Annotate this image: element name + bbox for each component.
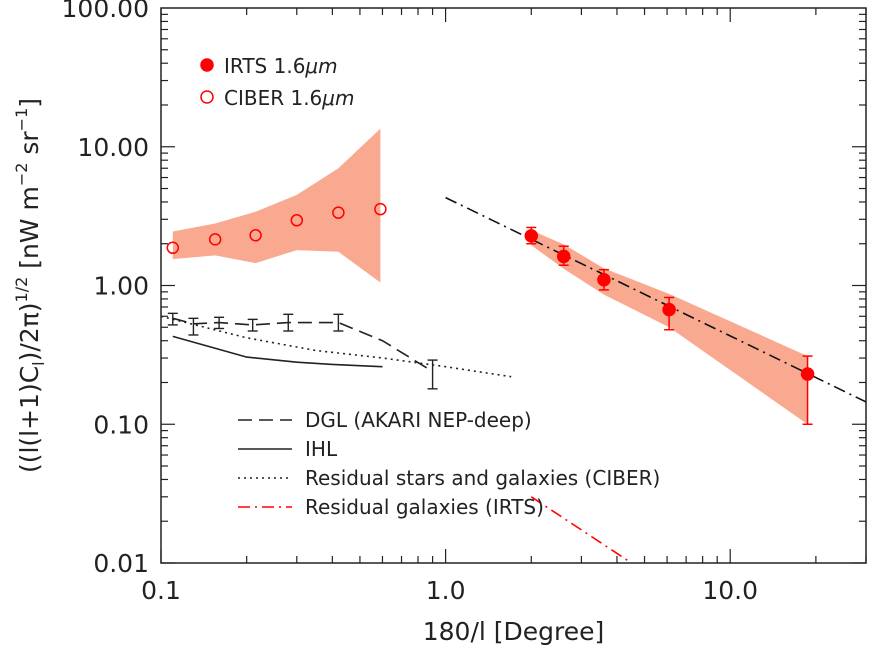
point-ciber-1-6-m xyxy=(332,206,345,219)
x-tick-label: 1.0 xyxy=(426,576,466,605)
ylabel-sup: −1 xyxy=(12,108,31,132)
legend-label: DGL (AKARI NEP-deep) xyxy=(305,408,532,432)
legend-item: IHL xyxy=(238,437,338,461)
legend-item: Residual galaxies (IRTS) xyxy=(238,495,544,519)
line-residual-stars-and-galaxies-ciber- xyxy=(161,315,512,378)
x-tick-label: 0.1 xyxy=(141,576,181,605)
legend-label: CIBER 1.6μm xyxy=(224,86,355,110)
ylabel-part: ((l(l+1)C xyxy=(15,366,44,473)
line-residual-galaxies-irts- xyxy=(530,496,632,563)
x-tick-label: 10.0 xyxy=(702,576,758,605)
ylabel-part: [nW m xyxy=(15,186,44,277)
y-tick-label: 0.10 xyxy=(93,410,149,439)
legend-label-unit: μm xyxy=(321,86,354,110)
errorbar-dgl-akari-nep-deep- xyxy=(283,313,294,332)
errorbar-dgl-akari-nep-deep- xyxy=(333,313,344,332)
line-ihl xyxy=(172,335,383,368)
point-irts-1-6-m xyxy=(597,273,611,287)
errorbar-dgl-akari-nep-deep- xyxy=(214,316,225,330)
band-ciber-band xyxy=(172,128,381,283)
point-irts-1-6-m xyxy=(662,302,676,317)
legend-label-text: IRTS 1.6 xyxy=(224,54,305,78)
ylabel-sub: l xyxy=(29,361,48,365)
open-circle-icon xyxy=(200,90,214,104)
y-tick-label: 100.00 xyxy=(62,0,149,23)
legend-label: Residual galaxies (IRTS) xyxy=(305,495,544,519)
point-irts-1-6-m xyxy=(800,367,815,381)
legend-label: Residual stars and galaxies (CIBER) xyxy=(305,466,660,490)
y-tick-label: 10.00 xyxy=(77,133,149,162)
filled-circle-icon xyxy=(200,58,214,72)
legend-item: Residual stars and galaxies (CIBER) xyxy=(238,466,660,490)
legend-label: IRTS 1.6μm xyxy=(224,54,338,78)
errorbar-dgl-akari-nep-deep- xyxy=(188,317,199,336)
y-axis-label: ((l(l+1)Cl)/2π)1/2 [nW m−2 sr−1] xyxy=(12,98,48,473)
point-ciber-1-6-m xyxy=(249,229,262,242)
legend-item: DGL (AKARI NEP-deep) xyxy=(238,408,532,432)
legend-label-unit: μm xyxy=(304,54,337,78)
ylabel-sup: 1/2 xyxy=(12,277,31,303)
legend-item: IRTS 1.6μm xyxy=(200,54,338,78)
ylabel-sup: −2 xyxy=(12,163,31,187)
legend-label-text: CIBER 1.6 xyxy=(224,86,322,110)
errorbar-dgl-akari-nep-deep- xyxy=(247,318,258,332)
x-axis: 0.1 1.0 10.0 xyxy=(141,8,867,605)
y-tick-label: 0.01 xyxy=(93,549,149,578)
point-ciber-1-6-m xyxy=(166,241,180,255)
line-irts-fit xyxy=(445,196,866,403)
point-ciber-1-6-m xyxy=(290,214,304,227)
point-irts-1-6-m xyxy=(524,229,539,243)
line-dgl-akari-nep-deep- xyxy=(172,317,434,373)
ylabel-part: )/2π) xyxy=(15,302,44,361)
point-irts-1-6-m xyxy=(556,249,571,264)
data-points xyxy=(166,202,815,425)
ylabel-part: sr xyxy=(15,131,44,163)
x-axis-label: 180/l [Degree] xyxy=(423,617,605,646)
model-lines xyxy=(161,196,866,563)
y-tick-label: 1.00 xyxy=(93,272,149,301)
point-ciber-1-6-m xyxy=(208,233,222,246)
legend-label: IHL xyxy=(305,437,338,461)
point-ciber-1-6-m xyxy=(374,202,387,216)
ylabel-part: ] xyxy=(15,98,44,108)
y-axis: 0.01 0.10 1.00 10.00 100.00 xyxy=(62,0,866,578)
legend-item: CIBER 1.6μm xyxy=(200,86,355,110)
error-bands xyxy=(172,128,808,425)
